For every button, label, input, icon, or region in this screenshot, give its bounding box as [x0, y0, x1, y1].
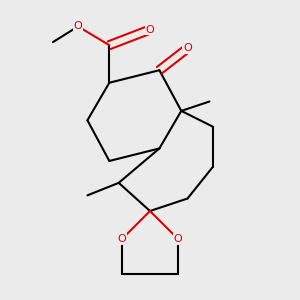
Text: O: O: [146, 25, 154, 34]
Text: O: O: [118, 234, 126, 244]
Text: O: O: [183, 43, 192, 53]
Text: O: O: [74, 21, 82, 32]
Text: O: O: [174, 234, 182, 244]
